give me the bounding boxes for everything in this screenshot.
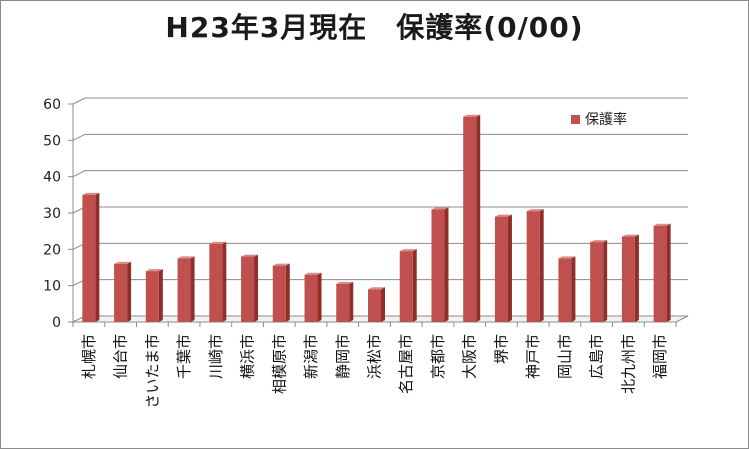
bar: [526, 209, 544, 322]
bar: [114, 261, 132, 322]
category-label: 仙台市: [112, 334, 130, 379]
bar: [336, 281, 354, 322]
category-label: 川崎市: [207, 334, 225, 379]
bar: [494, 214, 512, 322]
category-label: 神戸市: [524, 334, 542, 379]
category-label: 札幌市: [80, 334, 98, 379]
gridline: [72, 206, 688, 214]
bar: [82, 192, 100, 322]
y-tick-label: 0: [52, 315, 61, 331]
gridline: [72, 133, 688, 141]
bar: [145, 269, 163, 322]
legend-swatch: [571, 115, 580, 124]
category-label: 千葉市: [175, 334, 193, 379]
chart-title: H23年3月現在 保護率(0/00): [165, 11, 584, 44]
category-label: 浜松市: [366, 334, 384, 379]
y-tick-label: 10: [43, 279, 61, 295]
bar: [368, 287, 385, 322]
legend-label: 保護率: [585, 111, 627, 128]
y-tick-label: 30: [43, 206, 61, 222]
bar: [463, 114, 481, 322]
category-label: 福岡市: [651, 334, 669, 379]
category-label: 大阪市: [461, 334, 479, 379]
y-tick-label: 60: [43, 97, 61, 113]
category-label: 岡山市: [556, 334, 574, 379]
bar: [304, 272, 322, 322]
y-tick-label: 50: [43, 133, 61, 149]
category-label: 新潟市: [302, 334, 320, 379]
bar: [272, 263, 290, 322]
category-label: 北九州市: [619, 334, 637, 394]
bar: [653, 223, 671, 322]
gridline: [72, 170, 688, 178]
legend: 保護率: [571, 111, 627, 128]
category-label: さいたま市: [143, 334, 161, 409]
category-label: 名古屋市: [397, 334, 415, 394]
category-label: 広島市: [588, 334, 606, 379]
category-label: 静岡市: [334, 334, 352, 379]
bar: [590, 240, 608, 322]
bar: [558, 256, 576, 322]
bar: [209, 241, 227, 322]
gridline: [72, 97, 688, 105]
y-tick-label: 40: [43, 170, 61, 186]
category-label: 横浜市: [239, 334, 257, 379]
category-label: 相模原市: [270, 334, 288, 394]
category-label: 堺市: [492, 334, 510, 364]
category-label: 京都市: [429, 334, 447, 379]
y-tick-label: 20: [43, 242, 61, 258]
bar: [241, 254, 259, 322]
bar: [621, 234, 639, 322]
bar: [431, 207, 449, 322]
bar: [399, 249, 417, 322]
bar: [177, 256, 195, 322]
